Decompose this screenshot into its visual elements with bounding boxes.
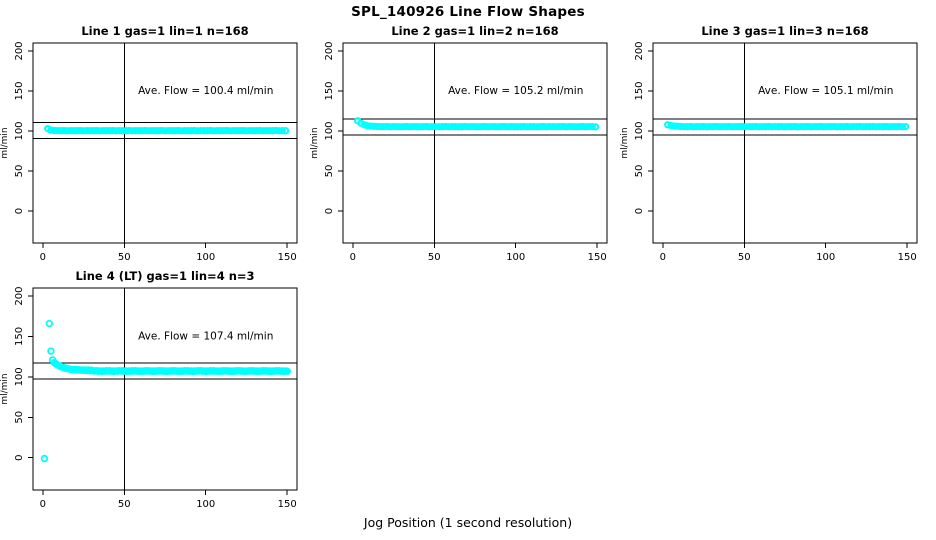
svg-text:100: 100 xyxy=(324,121,335,140)
ave-flow-annotation: Ave. Flow = 105.2 ml/min xyxy=(448,85,583,97)
svg-text:150: 150 xyxy=(14,327,25,346)
svg-text:200: 200 xyxy=(14,41,25,60)
svg-text:150: 150 xyxy=(898,252,917,263)
svg-text:150: 150 xyxy=(14,81,25,100)
x-axis-label: Jog Position (1 second resolution) xyxy=(363,515,573,530)
panel-title: Line 2 gas=1 lin=2 n=168 xyxy=(391,24,558,38)
svg-text:50: 50 xyxy=(634,165,645,178)
y-axis: 0 50 100 150 200 xyxy=(634,41,653,214)
outlier-point xyxy=(47,347,55,355)
plot-frame xyxy=(652,42,918,244)
scatter-points xyxy=(354,117,600,131)
outlier-point xyxy=(48,356,57,364)
panel-4: Line 4 (LT) gas=1 lin=4 n=3 0 50 100 150 0 50 1… xyxy=(0,269,298,510)
panel-title: Line 3 gas=1 lin=3 n=168 xyxy=(701,24,868,38)
svg-text:0: 0 xyxy=(660,252,666,263)
y-axis-title: ml/min xyxy=(310,127,320,158)
svg-text:200: 200 xyxy=(634,41,645,60)
panel-1: Line 1 gas=1 lin=1 n=168 0 50 100 150 0 50 100 1… xyxy=(0,24,298,263)
svg-text:0: 0 xyxy=(14,454,25,460)
reference-lines xyxy=(33,43,297,243)
y-axis-title: ml/min xyxy=(620,127,630,158)
panel-2: Line 2 gas=1 lin=2 n=168 0 50 100 150 0 50 100 1… xyxy=(310,24,608,263)
reference-lines xyxy=(653,43,917,243)
svg-text:50: 50 xyxy=(14,165,25,178)
outlier-point xyxy=(45,319,53,328)
svg-text:150: 150 xyxy=(634,81,645,100)
y-axis: 0 50 100 150 200 xyxy=(324,41,343,214)
x-axis: 0 50 100 150 xyxy=(660,243,917,263)
plot-frame xyxy=(32,42,298,244)
ave-flow-annotation: Ave. Flow = 107.4 ml/min xyxy=(138,330,273,342)
outlier-point xyxy=(40,454,49,463)
panel-3: Line 3 gas=1 lin=3 n=168 0 50 100 150 0 50 100 1… xyxy=(620,24,918,263)
ave-flow-annotation: Ave. Flow = 100.4 ml/min xyxy=(138,85,273,97)
y-axis-title: ml/min xyxy=(0,127,10,158)
reference-lines xyxy=(33,288,297,490)
svg-text:100: 100 xyxy=(196,252,215,263)
panel-title: Line 4 (LT) gas=1 lin=4 n=3 xyxy=(75,269,254,283)
svg-text:0: 0 xyxy=(350,252,356,263)
svg-text:100: 100 xyxy=(634,121,645,140)
scatter-points xyxy=(40,319,291,463)
panel-title: Line 1 gas=1 lin=1 n=168 xyxy=(81,24,248,38)
svg-text:150: 150 xyxy=(588,252,607,263)
svg-text:200: 200 xyxy=(14,287,25,306)
scatter-points xyxy=(44,124,290,135)
scatter-points xyxy=(664,121,910,131)
y-axis-title: ml/min xyxy=(0,373,10,404)
svg-text:50: 50 xyxy=(118,499,131,510)
plot-frame xyxy=(32,287,298,491)
svg-text:0: 0 xyxy=(40,252,46,263)
x-axis: 0 50 100 150 xyxy=(40,490,297,510)
svg-text:100: 100 xyxy=(816,252,835,263)
svg-text:50: 50 xyxy=(14,411,25,424)
svg-text:150: 150 xyxy=(324,81,335,100)
x-axis: 0 50 100 150 xyxy=(40,243,297,263)
svg-text:0: 0 xyxy=(634,208,645,214)
ave-flow-annotation: Ave. Flow = 105.1 ml/min xyxy=(758,85,893,97)
plot-frame xyxy=(342,42,608,244)
svg-text:50: 50 xyxy=(428,252,441,263)
main-title: SPL_140926 Line Flow Shapes xyxy=(351,4,585,20)
svg-text:150: 150 xyxy=(278,499,297,510)
svg-text:150: 150 xyxy=(278,252,297,263)
svg-text:0: 0 xyxy=(14,208,25,214)
svg-text:200: 200 xyxy=(324,41,335,60)
svg-text:50: 50 xyxy=(118,252,131,263)
reference-lines xyxy=(343,43,607,243)
y-axis: 0 50 100 150 200 xyxy=(14,41,33,214)
x-axis: 0 50 100 150 xyxy=(350,243,607,263)
svg-text:100: 100 xyxy=(506,252,525,263)
svg-text:0: 0 xyxy=(324,208,335,214)
y-axis: 0 50 100 150 200 xyxy=(14,287,33,461)
svg-text:50: 50 xyxy=(738,252,751,263)
svg-text:100: 100 xyxy=(14,367,25,386)
svg-text:0: 0 xyxy=(40,499,46,510)
svg-text:100: 100 xyxy=(196,499,215,510)
svg-text:100: 100 xyxy=(14,121,25,140)
svg-text:50: 50 xyxy=(324,165,335,178)
